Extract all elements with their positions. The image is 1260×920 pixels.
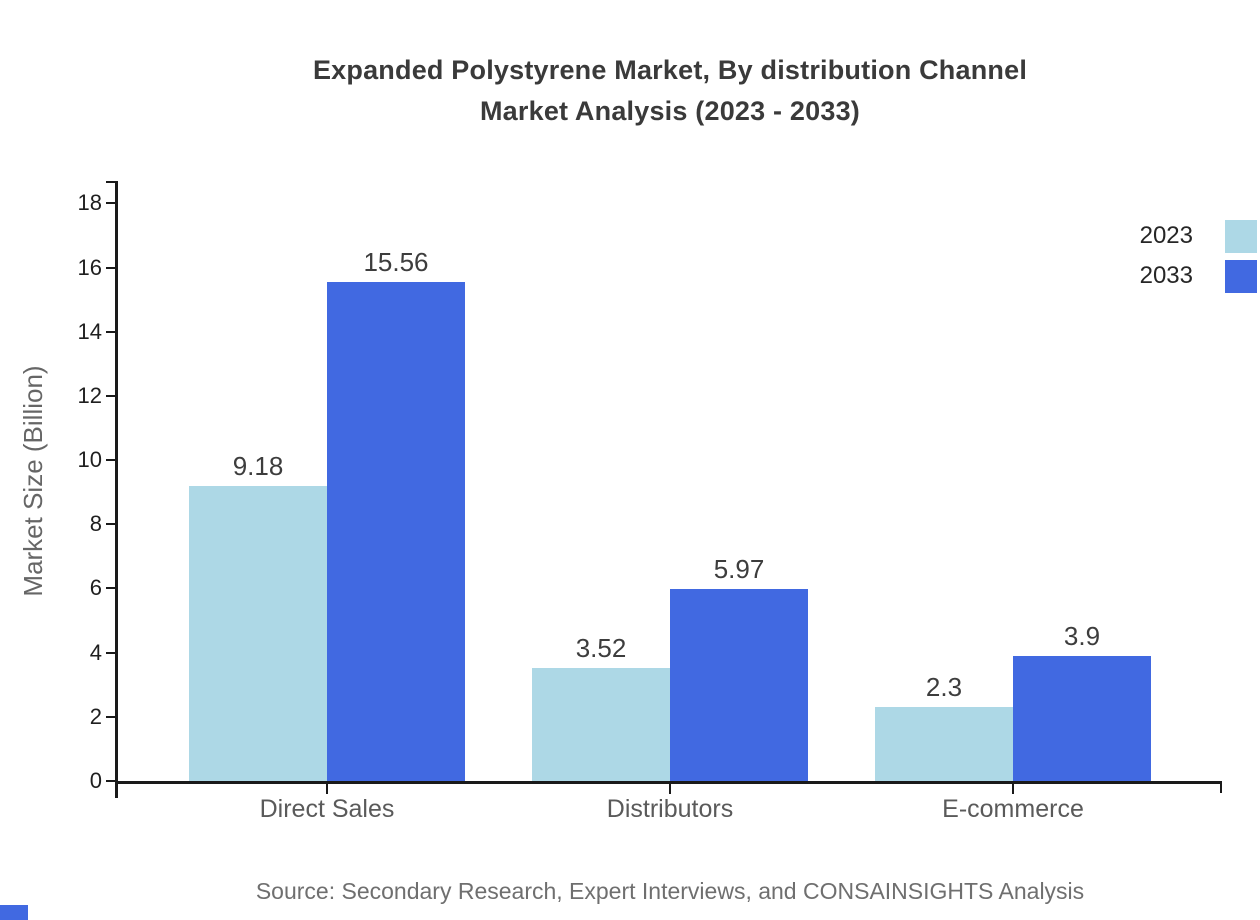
bar-2023-0 [189,486,327,781]
y-tick-mark [106,202,115,205]
chart-title-line2: Market Analysis (2023 - 2033) [479,96,860,126]
legend-label-2023: 2023 [1139,222,1193,249]
legend-row-2033: 2033 [1093,260,1260,294]
y-tick-mark [106,330,115,333]
chart-title-line1: Expanded Polystyrene Market, By distribu… [312,55,1028,85]
category-label: E-commerce [942,795,1084,823]
x-axis-end-tick [1220,781,1222,793]
plot-area: 0 2 4 6 8 10 12 14 16 18 Direct Sales 9.18 15.56 Dist… [78,181,1222,823]
legend-swatch-2033 [1225,260,1257,293]
source-text: Source: Secondary Research, Expert Inter… [255,878,1085,904]
y-tick-mark [106,459,115,462]
y-tick-label: 4 [89,639,102,665]
legend-label-2033: 2033 [1139,262,1193,289]
chart-title: Expanded Polystyrene Market, By distribu… [118,50,1222,132]
corner-accent-mark [0,905,28,920]
bar-value-label: 3.52 [575,633,627,664]
y-tick-label: 18 [77,190,102,216]
y-tick-mark [106,587,115,590]
y-tick-label: 12 [77,382,102,408]
y-tick-label: 0 [89,768,102,793]
y-tick-mark [106,715,115,718]
y-tick-label: 10 [77,447,102,473]
x-tick-mark [1012,784,1014,794]
y-tick-label: 16 [77,254,102,280]
y-tick-mark [106,266,115,269]
legend-row-2023: 2023 [1093,220,1260,254]
bar-2033-1 [670,589,808,781]
bar-value-label: 5.97 [713,554,765,585]
x-tick-mark [326,784,328,794]
category-label: Direct Sales [259,795,395,823]
legend-swatch-2023 [1225,220,1257,253]
y-tick-mark [106,394,115,397]
category-label: Distributors [606,795,734,823]
x-tick-mark [669,784,671,794]
y-tick-label: 8 [89,511,102,537]
y-tick-label: 14 [77,318,102,344]
y-tick-label: 6 [89,575,102,601]
bar-value-label: 2.3 [925,672,963,703]
bar-2023-1 [532,668,670,781]
y-axis-end-tick [106,181,115,183]
bar-value-label: 3.9 [1063,620,1101,651]
y-tick-mark [106,523,115,526]
y-tick-label: 2 [89,703,102,729]
bar-value-label: 15.56 [363,246,429,277]
bar-value-label: 9.18 [232,451,284,482]
y-tick-mark [106,651,115,654]
x-axis-line [115,781,1222,784]
y-tick-mark [106,780,115,782]
bar-2033-2 [1013,655,1151,781]
bar-2023-2 [875,707,1013,781]
y-axis-line [115,181,118,798]
bar-2033-0 [327,281,465,781]
